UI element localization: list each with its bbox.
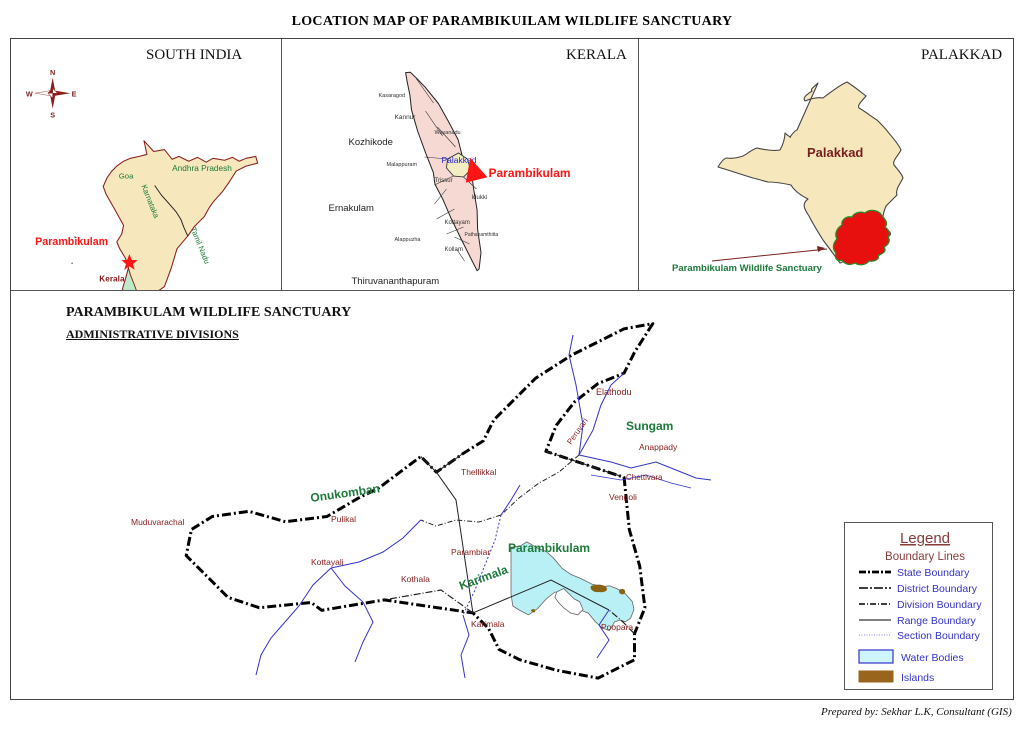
svg-text:Kollam: Kollam xyxy=(445,247,463,253)
svg-text:Kannur: Kannur xyxy=(395,114,417,121)
svg-text:Islands: Islands xyxy=(901,672,934,684)
svg-text:Muduvarachal: Muduvarachal xyxy=(131,517,185,527)
svg-text:Kottayali: Kottayali xyxy=(311,557,344,567)
svg-text:Goa: Goa xyxy=(119,172,134,181)
svg-text:Chettivara: Chettivara xyxy=(626,473,663,482)
svg-text:Kerala: Kerala xyxy=(99,275,125,284)
svg-text:Legend: Legend xyxy=(900,530,950,547)
svg-text:N: N xyxy=(50,68,55,77)
svg-text:Kothala: Kothala xyxy=(401,574,430,584)
svg-text:Anappady: Anappady xyxy=(639,442,678,452)
svg-text:Kasaragod: Kasaragod xyxy=(379,93,406,99)
svg-text:Palakkad: Palakkad xyxy=(807,145,863,160)
svg-text:Pulikal: Pulikal xyxy=(331,514,356,524)
svg-text:Idukki: Idukki xyxy=(472,195,488,201)
svg-text:Alappuzha: Alappuzha xyxy=(395,237,422,243)
svg-text:Kozhikode: Kozhikode xyxy=(349,137,393,148)
svg-text:District Boundary: District Boundary xyxy=(897,583,978,595)
svg-text:Poopara: Poopara xyxy=(601,622,633,632)
svg-text:Range Boundary: Range Boundary xyxy=(897,615,977,627)
svg-text:State Boundary: State Boundary xyxy=(897,567,970,579)
svg-text:Karimala: Karimala xyxy=(471,619,505,629)
svg-text:Vengoli: Vengoli xyxy=(609,492,637,502)
svg-text:Sungam: Sungam xyxy=(626,419,673,433)
svg-text:Malappuram: Malappuram xyxy=(387,162,418,168)
svg-text:Tamil Nadu: Tamil Nadu xyxy=(189,226,212,265)
svg-text:Parambikulam: Parambikulam xyxy=(489,166,571,180)
svg-text:W: W xyxy=(26,90,33,99)
svg-text:Water Bodies: Water Bodies xyxy=(901,652,964,664)
svg-text:Elathodu: Elathodu xyxy=(596,387,632,397)
svg-text:Wayanadu: Wayanadu xyxy=(435,130,461,136)
svg-text:Parambikulam: Parambikulam xyxy=(508,541,590,555)
svg-text:Boundary Lines: Boundary Lines xyxy=(885,551,965,563)
svg-text:Trissur: Trissur xyxy=(435,178,453,184)
svg-text:S: S xyxy=(50,111,55,120)
svg-text:Pathanamthitta: Pathanamthitta xyxy=(465,232,499,238)
svg-text:Parambikulam Wildlife Sanctuar: Parambikulam Wildlife Sanctuary xyxy=(672,263,823,274)
svg-text:Parambiar: Parambiar xyxy=(451,547,490,557)
svg-text:Section Boundary: Section Boundary xyxy=(897,630,981,642)
svg-text:Ernakulam: Ernakulam xyxy=(329,203,374,214)
svg-text:Division Boundary: Division Boundary xyxy=(897,599,982,611)
svg-text:Thellikkal: Thellikkal xyxy=(461,467,497,477)
svg-text:E: E xyxy=(72,90,77,99)
svg-text:Kottayam: Kottayam xyxy=(445,220,470,226)
svg-text:Andhra Pradesh: Andhra Pradesh xyxy=(172,164,232,173)
svg-text:Parambikulam: Parambikulam xyxy=(35,236,108,248)
svg-text:Thiruvananthapuram: Thiruvananthapuram xyxy=(352,276,440,287)
